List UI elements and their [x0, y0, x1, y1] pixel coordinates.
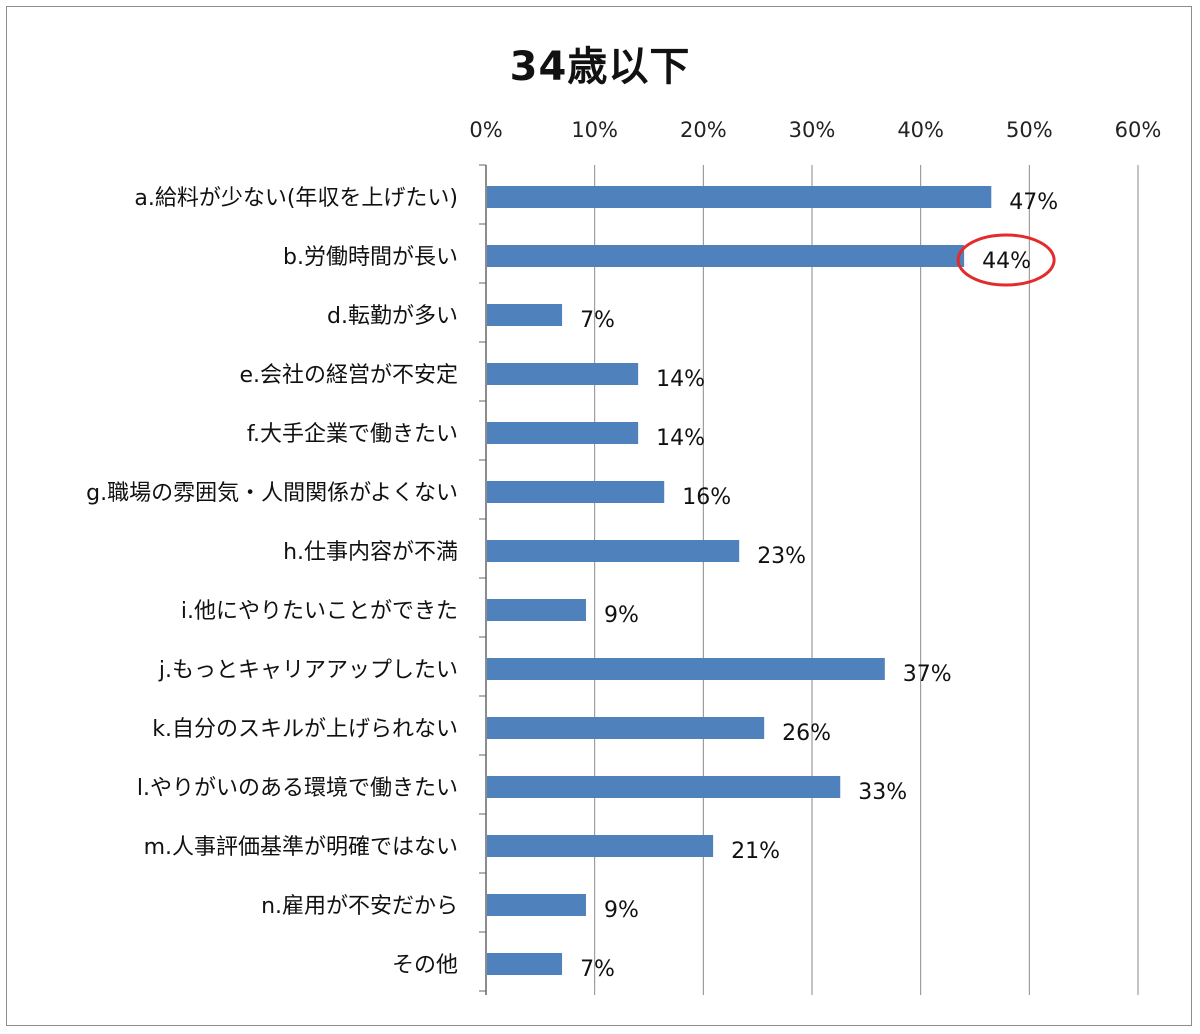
value-label: 14%	[656, 426, 705, 451]
bar	[487, 717, 765, 739]
category-label: f.大手企業で働きたい	[247, 422, 458, 447]
chart-title: 34歳以下	[509, 44, 691, 90]
bar	[487, 599, 586, 621]
bar	[487, 835, 714, 857]
bar	[487, 540, 740, 562]
value-label: 16%	[682, 485, 731, 510]
value-label: 33%	[858, 780, 907, 805]
bar	[487, 363, 639, 385]
category-label: i.他にやりたいことができた	[181, 599, 458, 624]
x-tick-label: 30%	[789, 118, 836, 142]
value-label: 7%	[580, 308, 615, 333]
category-label: a.給料が少ない(年収を上げたい)	[134, 186, 458, 211]
value-label: 47%	[1009, 190, 1058, 215]
bar	[487, 422, 639, 444]
x-tick-label: 50%	[1006, 118, 1053, 142]
value-label: 37%	[903, 662, 952, 687]
value-label: 23%	[757, 544, 806, 569]
category-label: d.転勤が多い	[327, 304, 458, 329]
value-label: 44%	[982, 249, 1031, 274]
category-label: h.仕事内容が不満	[283, 540, 458, 565]
highlight-circle	[956, 233, 1056, 287]
x-tick-label: 40%	[897, 118, 944, 142]
x-tick-label: 60%	[1115, 118, 1162, 142]
bar	[487, 658, 885, 680]
x-tick-label: 0%	[469, 118, 502, 142]
category-label: k.自分のスキルが上げられない	[152, 717, 458, 742]
value-label: 14%	[656, 367, 705, 392]
category-label: b.労働時間が長い	[283, 245, 458, 270]
value-label: 26%	[782, 721, 831, 746]
category-label: その他	[392, 953, 458, 978]
value-label: 7%	[580, 957, 615, 982]
bar	[487, 186, 992, 208]
bar	[487, 894, 586, 916]
bar	[487, 776, 841, 798]
category-label: l.やりがいのある環境で働きたい	[137, 776, 458, 801]
x-tick-label: 10%	[571, 118, 618, 142]
category-label: g.職場の雰囲気・人間関係がよくない	[86, 481, 458, 506]
bar	[487, 304, 563, 326]
value-label: 9%	[604, 603, 639, 628]
bar	[487, 953, 563, 975]
category-label: j.もっとキャリアアップしたい	[158, 658, 458, 683]
category-label: e.会社の経営が不安定	[239, 363, 458, 388]
bar	[487, 245, 965, 267]
bar	[487, 481, 665, 503]
value-label: 9%	[604, 898, 639, 923]
value-label: 21%	[731, 839, 780, 864]
category-label: m.人事評価基準が明確ではない	[144, 835, 458, 860]
x-tick-label: 20%	[680, 118, 727, 142]
category-label: n.雇用が不安だから	[261, 894, 458, 919]
